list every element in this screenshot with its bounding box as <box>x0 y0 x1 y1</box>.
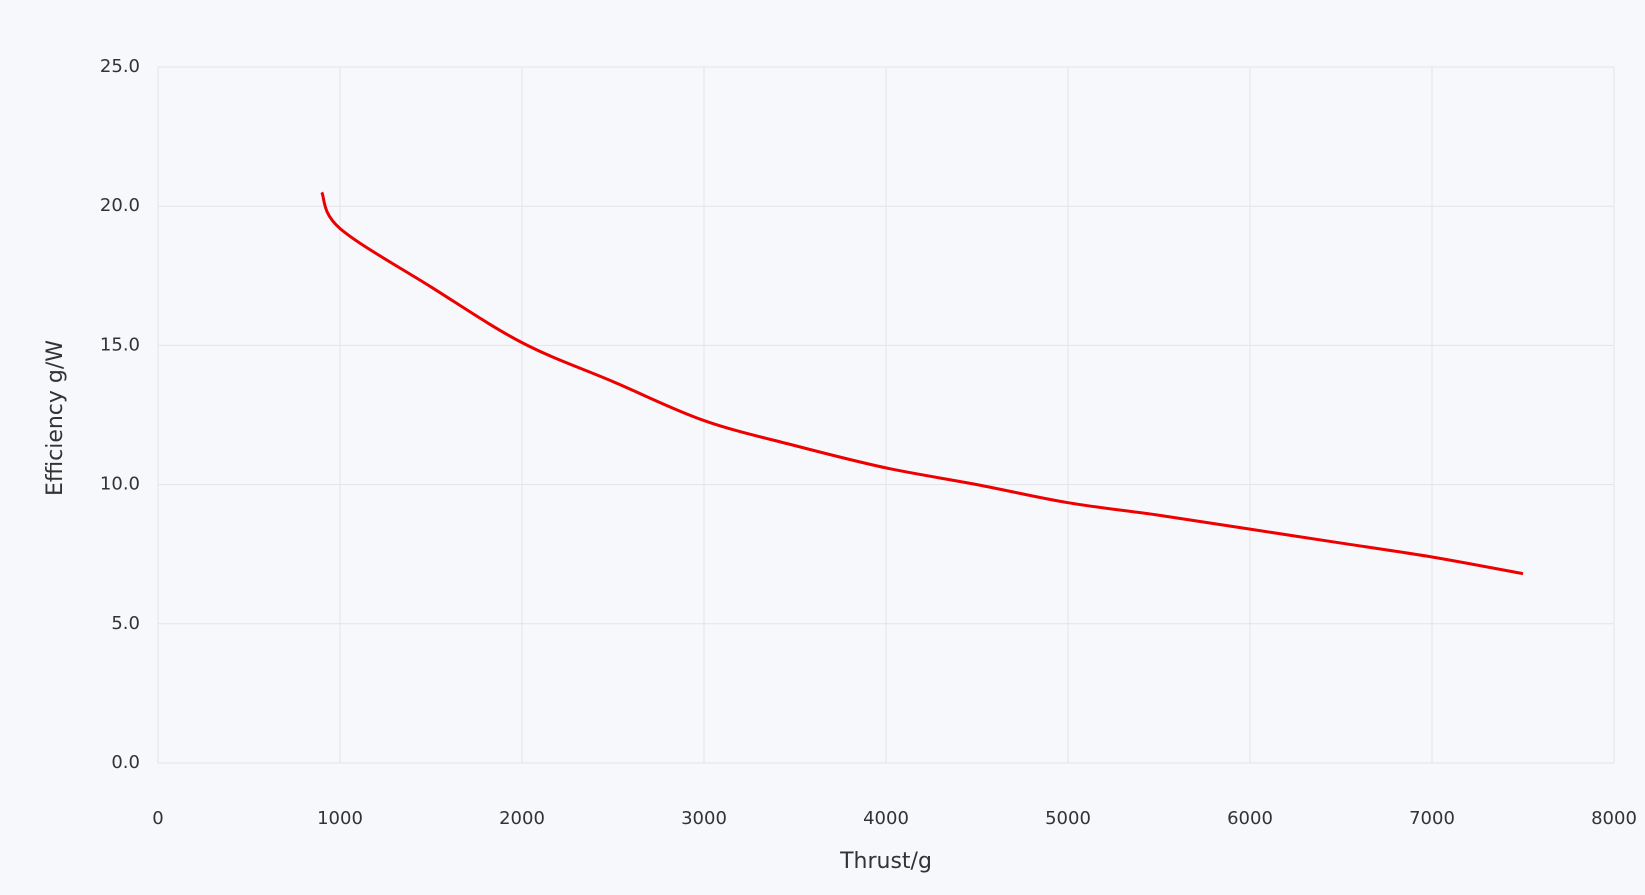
y-tick-label: 25.0 <box>100 56 140 77</box>
y-tick-label: 15.0 <box>100 334 140 355</box>
x-tick-label: 3000 <box>681 808 727 829</box>
y-tick-label: 5.0 <box>111 613 140 634</box>
y-tick-label: 0.0 <box>111 752 140 773</box>
x-tick-label: 2000 <box>499 808 545 829</box>
y-tick-label: 10.0 <box>100 474 140 495</box>
x-axis-label: Thrust/g <box>839 849 932 874</box>
x-tick-label: 6000 <box>1227 808 1273 829</box>
data-line <box>320 191 1524 576</box>
y-axis-label: Efficiency g/W <box>43 340 68 496</box>
x-tick-label: 1000 <box>317 808 363 829</box>
y-tick-label: 20.0 <box>100 195 140 216</box>
x-tick-label: 5000 <box>1045 808 1091 829</box>
x-tick-label: 8000 <box>1591 808 1637 829</box>
x-tick-label: 0 <box>152 808 163 829</box>
x-tick-label: 4000 <box>863 808 909 829</box>
x-tick-label: 7000 <box>1409 808 1455 829</box>
